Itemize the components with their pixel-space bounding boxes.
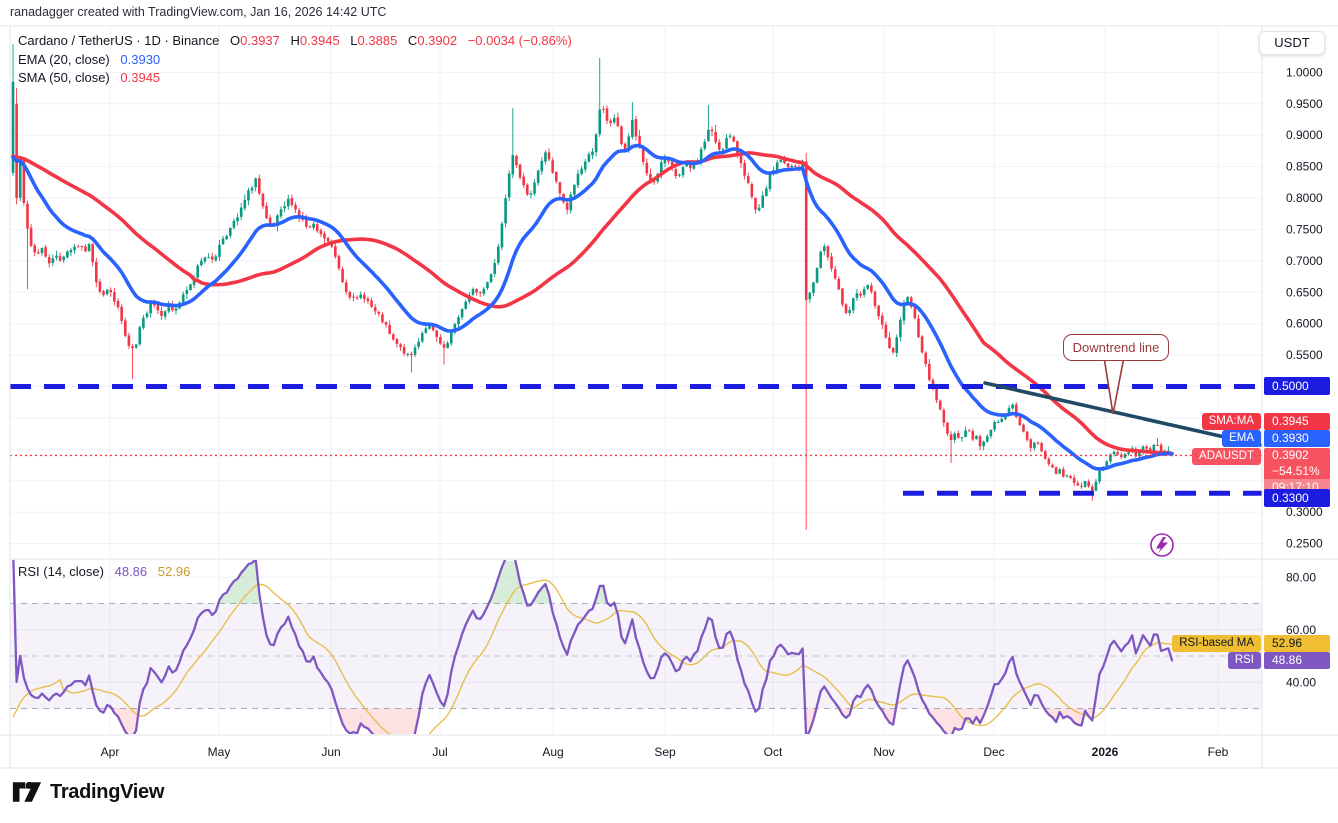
sma-legend-row[interactable]: SMA (50, close) 0.3945 — [18, 70, 160, 86]
svg-text:May: May — [208, 745, 231, 759]
tradingview-logo-text: TradingView — [50, 780, 165, 803]
candlestick-series[interactable] — [11, 44, 1174, 530]
svg-text:Jun: Jun — [321, 745, 340, 759]
svg-text:1.0000: 1.0000 — [1286, 65, 1323, 79]
rsi-oversold-fill — [98, 708, 1095, 734]
flash-icon[interactable] — [1150, 533, 1174, 557]
downtrend-callout[interactable]: Downtrend line — [1063, 334, 1169, 361]
sma-value: 0.3945 — [120, 70, 161, 85]
rsi-value: 48.86 — [114, 564, 148, 579]
rsi-series[interactable] — [12, 545, 1174, 759]
rsi-ma-value: 52.96 — [157, 564, 191, 579]
svg-text:0.9500: 0.9500 — [1286, 97, 1323, 111]
pane-frame — [0, 25, 1338, 769]
svg-text:Sep: Sep — [654, 745, 676, 759]
time-axis-labels[interactable]: Apr May Jun Jul Aug Sep Oct Nov Dec 2026 Feb — [101, 745, 1229, 759]
rsi-value-badge[interactable]: 48.86 — [1264, 652, 1330, 669]
ema-name-label[interactable]: EMA — [1222, 430, 1261, 447]
support-level-badge[interactable]: 0.3300 — [1264, 489, 1330, 507]
ohlc-change: −0.0034 (−0.86%) — [467, 33, 572, 48]
svg-text:0.8500: 0.8500 — [1286, 160, 1323, 174]
symbol-title[interactable]: Cardano / TetherUS · 1D · Binance — [18, 33, 220, 48]
svg-text:Nov: Nov — [873, 745, 894, 759]
currency-unit-button[interactable]: USDT — [1259, 31, 1325, 55]
rsi-legend-row[interactable]: RSI (14, close) 48.86 52.96 — [18, 564, 190, 580]
svg-text:Jul: Jul — [432, 745, 447, 759]
last-price: 0.3902 — [1272, 448, 1309, 462]
svg-text:0.3000: 0.3000 — [1286, 505, 1323, 519]
svg-text:Dec: Dec — [983, 745, 1004, 759]
resistance-level-badge[interactable]: 0.5000 — [1264, 377, 1330, 395]
svg-text:2026: 2026 — [1092, 745, 1119, 759]
sma-label: SMA (50, close) — [18, 70, 110, 85]
symbol-name-label[interactable]: ADAUSDT — [1192, 448, 1261, 465]
tradingview-logo-icon — [12, 781, 42, 802]
watermark-text: ranadagger created with TradingView.com,… — [10, 5, 387, 19]
ohlc-low: L0.3885 — [350, 33, 398, 48]
svg-text:80.00: 80.00 — [1286, 570, 1316, 584]
ohlc-open: O0.3937 — [230, 33, 280, 48]
tradingview-logo[interactable]: TradingView — [12, 778, 164, 806]
ema-legend-row[interactable]: EMA (20, close) 0.3930 — [18, 52, 160, 68]
moving-averages[interactable] — [11, 143, 1174, 471]
svg-text:0.2500: 0.2500 — [1286, 537, 1323, 551]
last-price-badge[interactable]: 0.3902 −54.51% 09:17:10 — [1264, 448, 1330, 495]
downtrend-line[interactable] — [983, 381, 1262, 447]
svg-text:60.00: 60.00 — [1286, 623, 1316, 637]
ohlc-high: H0.3945 — [290, 33, 340, 48]
svg-text:Oct: Oct — [764, 745, 783, 759]
ema-label: EMA (20, close) — [18, 52, 110, 67]
rsi-ma-name-label[interactable]: RSI-based MA — [1172, 635, 1261, 652]
svg-text:0.7000: 0.7000 — [1286, 254, 1323, 268]
sma-name-label[interactable]: SMA:MA — [1201, 413, 1261, 430]
ohlc-close: C0.3902 — [407, 33, 458, 48]
svg-text:40.00: 40.00 — [1286, 675, 1316, 689]
svg-text:Feb: Feb — [1208, 745, 1229, 759]
ema-value: 0.3930 — [120, 52, 161, 67]
svg-text:0.6500: 0.6500 — [1286, 285, 1323, 299]
ema-price-badge[interactable]: 0.3930 — [1264, 430, 1330, 447]
rsi-label: RSI (14, close) — [18, 564, 104, 579]
svg-text:0.8000: 0.8000 — [1286, 191, 1323, 205]
symbol-legend-row[interactable]: Cardano / TetherUS · 1D · Binance O0.393… — [18, 33, 572, 49]
svg-text:0.6000: 0.6000 — [1286, 317, 1323, 331]
rsi-name-label[interactable]: RSI — [1227, 652, 1261, 669]
rsi-ma-value-badge[interactable]: 52.96 — [1264, 635, 1330, 652]
rsi-band — [10, 603, 1262, 709]
sma-price-badge[interactable]: 0.3945 — [1264, 413, 1330, 430]
svg-text:0.9000: 0.9000 — [1286, 128, 1323, 142]
price-axis-labels: 1.0000 0.9500 0.9000 0.8500 0.8000 0.7500 0.70… — [1286, 65, 1323, 689]
svg-text:Apr: Apr — [101, 745, 120, 759]
svg-text:Aug: Aug — [542, 745, 563, 759]
session-change-pct: −54.51% — [1272, 463, 1320, 478]
svg-text:0.5500: 0.5500 — [1286, 348, 1323, 362]
svg-text:0.7500: 0.7500 — [1286, 222, 1323, 236]
